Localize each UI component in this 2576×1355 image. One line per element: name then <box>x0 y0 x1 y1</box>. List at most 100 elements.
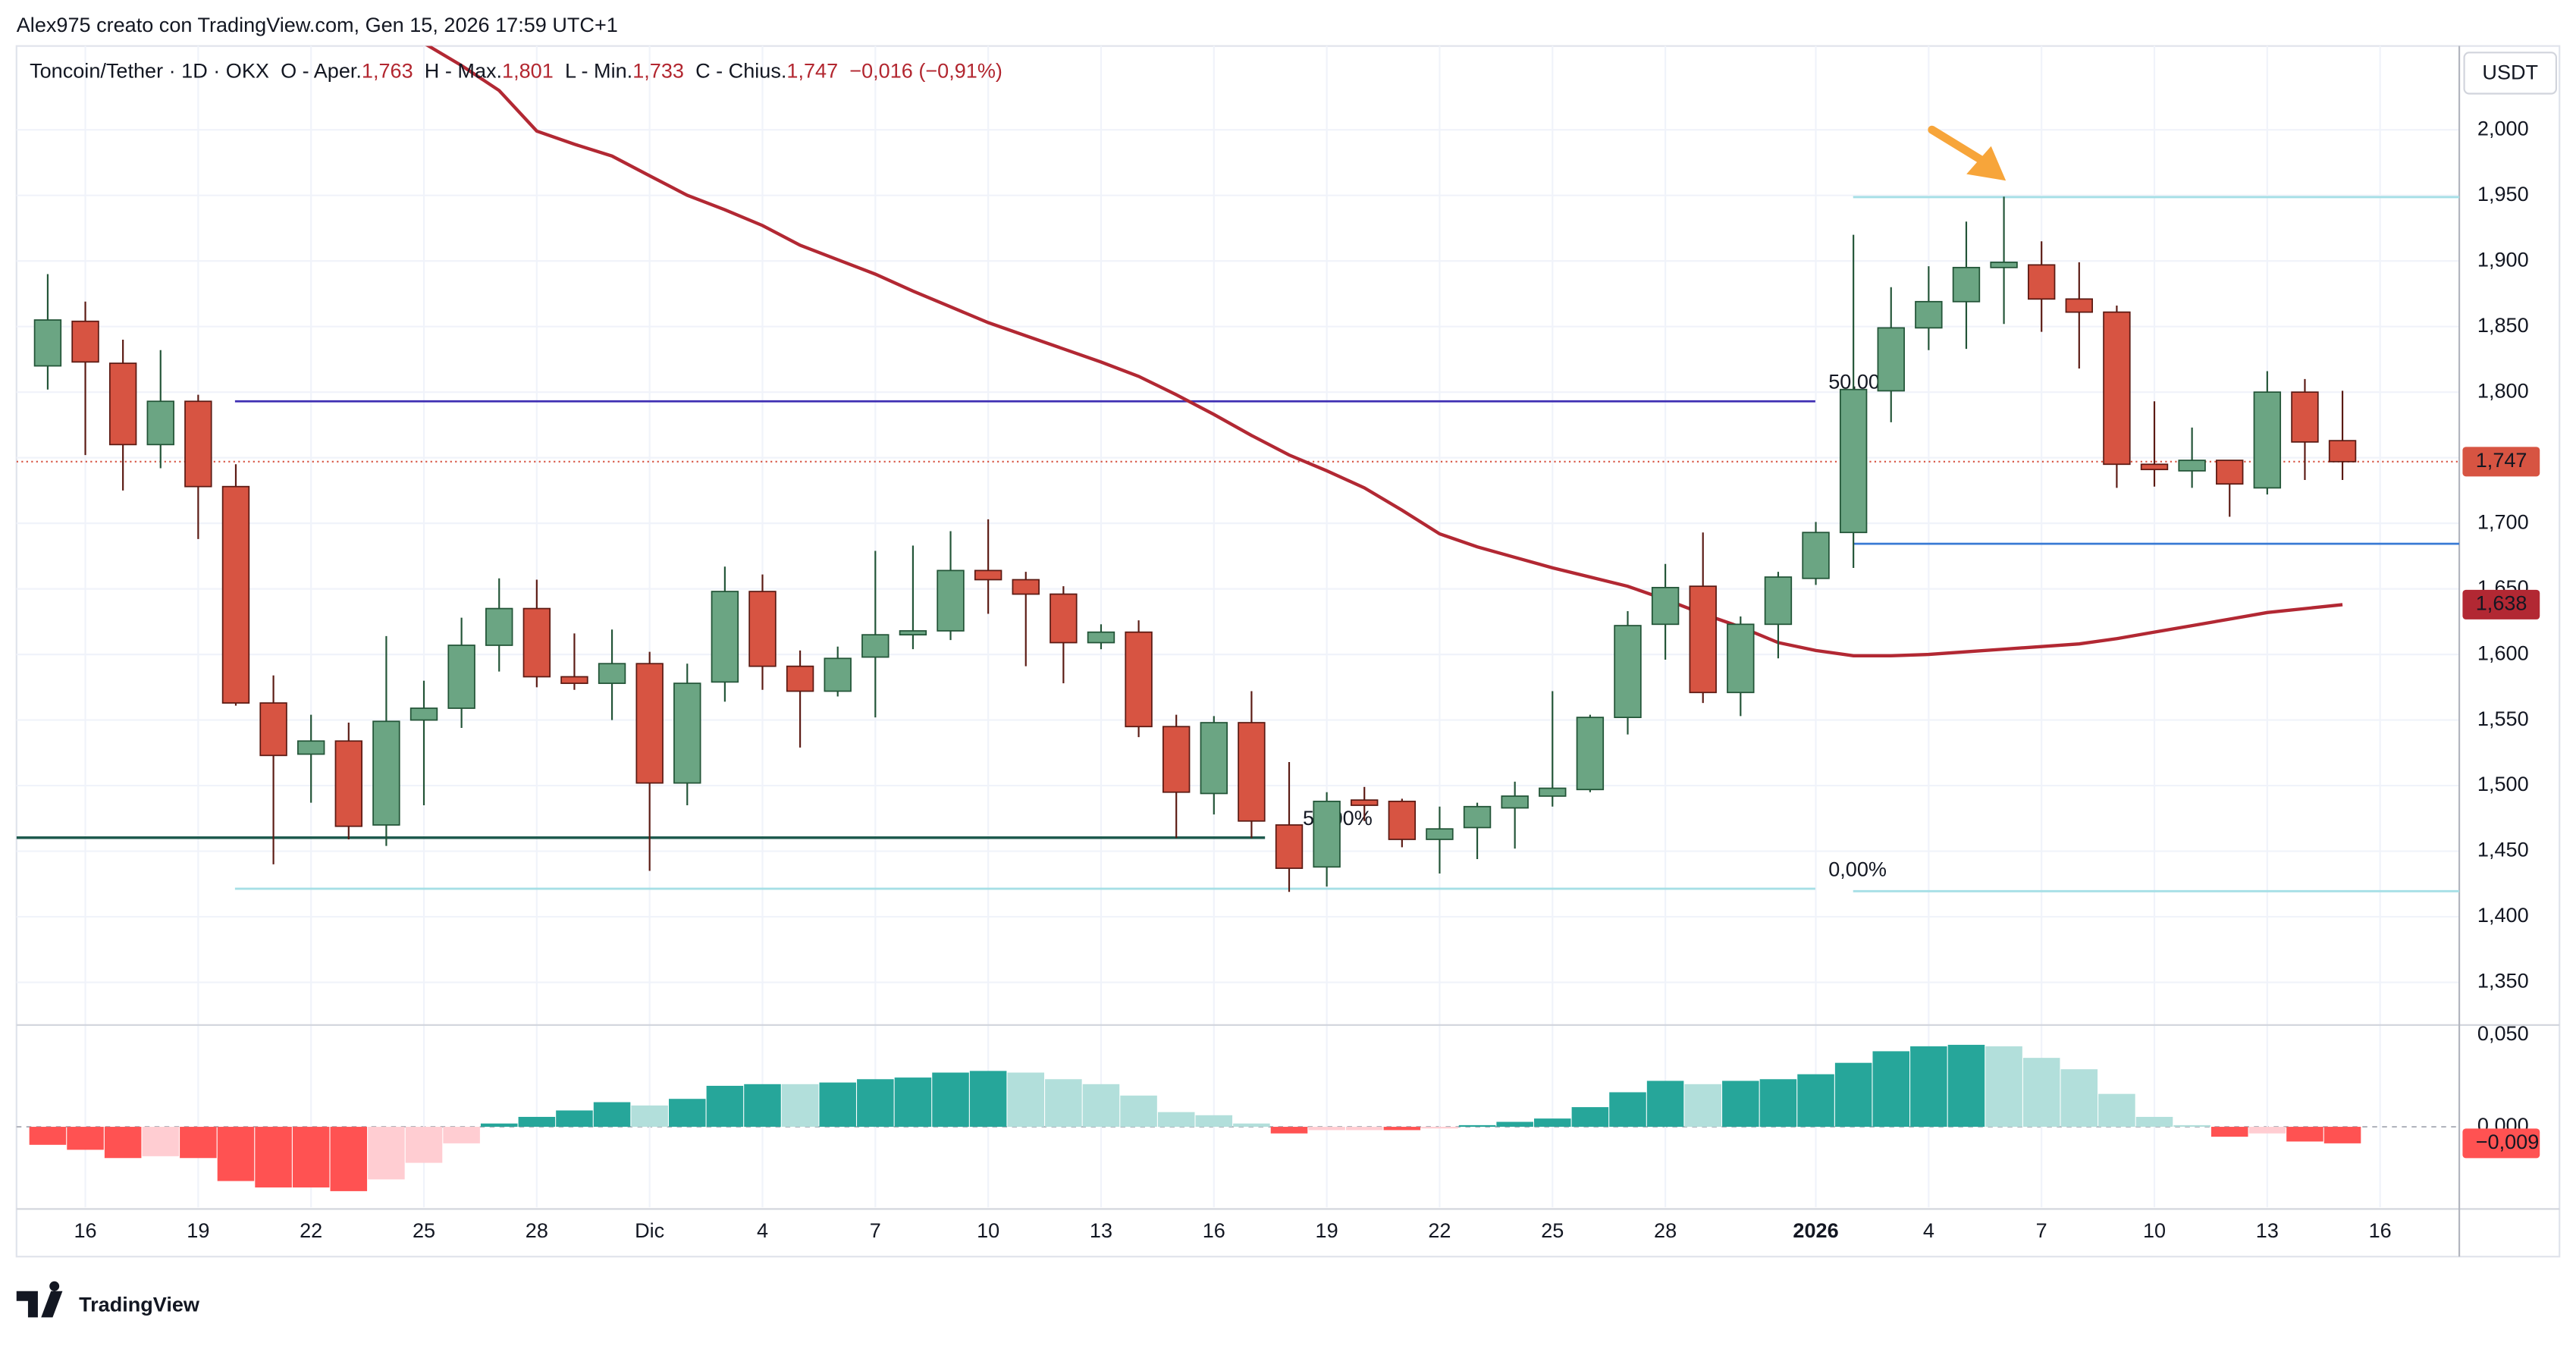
y-tick-label: 1,600 <box>2477 641 2529 664</box>
candle-body <box>560 676 588 685</box>
x-tick-label: 19 <box>187 1219 209 1242</box>
x-tick-label: 4 <box>757 1219 768 1242</box>
candle-body <box>1012 579 1040 595</box>
candle-body <box>1238 722 1266 822</box>
arrow-annotation <box>1928 125 2007 181</box>
candle-body <box>1915 300 1943 329</box>
histogram-bar <box>969 1071 1007 1128</box>
candle-body <box>2140 463 2169 471</box>
legend-item: −0,016 (−0,91%) <box>849 58 1002 82</box>
y-tick-label: 1,450 <box>2477 838 2529 861</box>
y-tick-label: 2,000 <box>2477 116 2529 140</box>
candle-body <box>1275 824 1304 869</box>
candle-body <box>1952 266 1981 303</box>
hist-tick-label: 0,050 <box>2477 1021 2529 1045</box>
histogram-bar <box>1985 1046 2022 1128</box>
histogram-bar <box>1797 1074 1834 1128</box>
histogram-bar <box>292 1127 330 1188</box>
x-tick-label: 10 <box>2143 1219 2166 1242</box>
candle-body <box>2178 460 2206 472</box>
histogram-bar <box>631 1105 668 1128</box>
candle-body <box>2027 264 2056 300</box>
x-tick-label: Dic <box>635 1219 664 1242</box>
candle-body <box>711 591 739 683</box>
histogram-bar <box>744 1084 781 1128</box>
y-tick-label: 1,350 <box>2477 969 2529 993</box>
y-tick-label: 1,950 <box>2477 182 2529 205</box>
histogram-bar <box>706 1085 744 1128</box>
candle-body <box>1614 625 1642 719</box>
histogram-bar <box>255 1127 292 1188</box>
histogram-pane <box>29 1044 2361 1191</box>
price-pane: 50,00%50,00%0,00% <box>16 45 2460 892</box>
candle-body <box>1087 631 1115 644</box>
histogram-bar <box>894 1077 932 1128</box>
histogram-bar <box>1947 1044 1985 1128</box>
currency-box <box>2463 52 2557 95</box>
legend-item: Toncoin/Tether · 1D · OKX <box>30 58 269 82</box>
candle-body <box>184 400 212 488</box>
legend-item: 1,801 <box>502 58 554 82</box>
histogram-bar <box>1045 1079 1082 1128</box>
histogram-bar <box>1233 1123 1270 1128</box>
price-tag-label: 1,747 <box>2476 448 2527 472</box>
candle-body <box>1576 717 1605 791</box>
histogram-bar <box>1383 1127 1421 1131</box>
histogram-bar <box>1759 1079 1797 1128</box>
candle-body <box>522 607 551 678</box>
histogram-bar <box>932 1072 969 1128</box>
credit: Alex975 creato con TradingView.com, Gen … <box>17 13 618 36</box>
y-tick-label: 1,500 <box>2477 772 2529 795</box>
candle-body <box>673 682 701 784</box>
candle-body <box>1162 726 1191 793</box>
x-tick-label: 25 <box>413 1219 435 1242</box>
candle-body <box>1689 585 1717 694</box>
candle-body <box>786 665 814 692</box>
histogram-bar <box>2135 1116 2173 1128</box>
candle-body <box>485 607 513 646</box>
histogram-bar <box>1308 1127 1345 1131</box>
candle-body <box>409 707 438 721</box>
x-tick-label: 28 <box>526 1219 548 1242</box>
candle-body <box>1313 800 1341 868</box>
arrow-head <box>1966 146 2007 181</box>
histogram-bar <box>518 1116 556 1128</box>
histogram-bar <box>443 1127 480 1143</box>
candle-body <box>146 400 174 446</box>
candle-body <box>2103 311 2131 466</box>
candle-body <box>1539 787 1567 797</box>
histogram-bar <box>556 1110 593 1128</box>
histogram-bar <box>368 1127 405 1180</box>
logo-mark <box>16 1281 63 1318</box>
candle-body <box>297 740 325 755</box>
x-tick-label: 10 <box>977 1219 999 1242</box>
legend-item: 1,763 <box>362 58 413 82</box>
x-tick-label: 13 <box>1090 1219 1112 1242</box>
frame <box>15 45 2561 1258</box>
x-tick-label: 4 <box>1923 1219 1934 1242</box>
histogram-bar <box>142 1127 180 1156</box>
candle-body <box>1990 262 2018 268</box>
candle-body <box>861 634 890 658</box>
candle-body <box>2291 391 2319 443</box>
histogram-bar <box>1082 1084 1120 1128</box>
histogram-bar <box>1270 1127 1308 1134</box>
x-tick-label: 2026 <box>1793 1219 1838 1242</box>
x-tick-label: 28 <box>1654 1219 1677 1242</box>
histogram-bar <box>1157 1112 1195 1128</box>
histogram-bar <box>1872 1051 1910 1128</box>
histogram-bar <box>1609 1092 1646 1128</box>
currency: USDT <box>2482 61 2538 84</box>
histogram-bar <box>2210 1127 2248 1137</box>
candle-body <box>447 645 475 709</box>
candle-body <box>1463 805 1492 829</box>
legend-item: 1,747 <box>786 58 838 82</box>
legend-item: H - Max. <box>425 58 502 82</box>
candle-body <box>1388 800 1417 840</box>
histogram-bar <box>2098 1093 2135 1128</box>
price-tag <box>2462 1128 2540 1159</box>
candle-body <box>598 663 626 685</box>
candle-body <box>1877 327 1905 392</box>
moving-average <box>425 45 2343 657</box>
y-tick-label: 1,400 <box>2477 903 2529 927</box>
